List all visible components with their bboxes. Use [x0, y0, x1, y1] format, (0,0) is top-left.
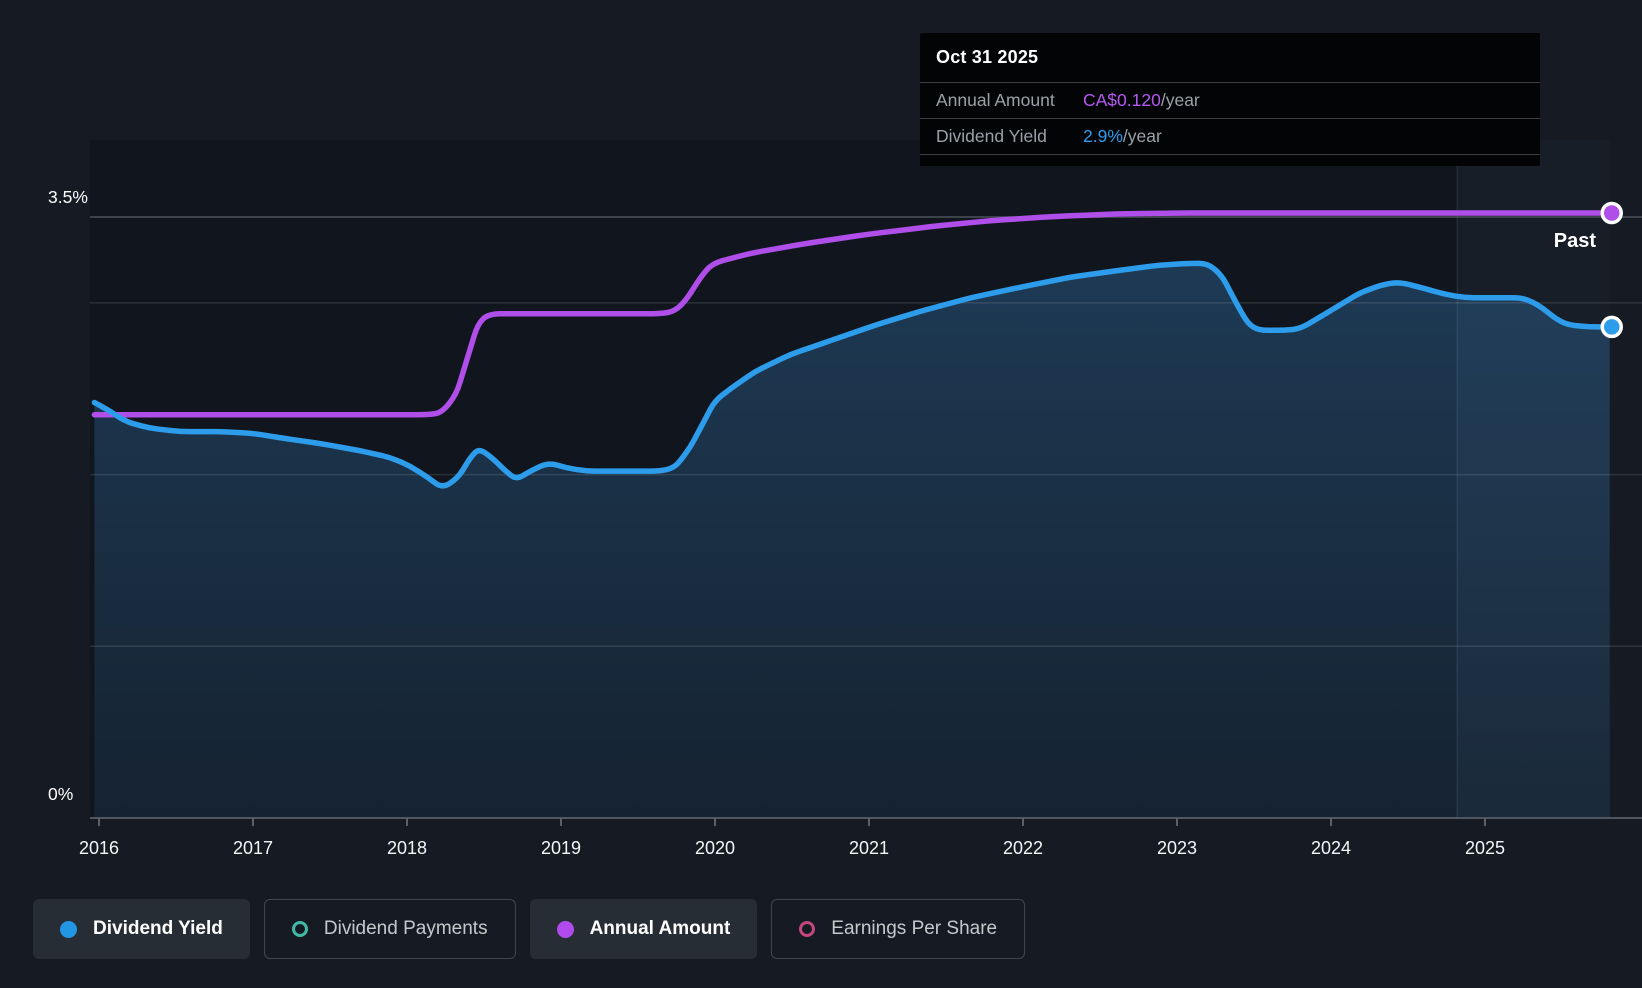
legend-button-annual-amount[interactable]: Annual Amount [529, 899, 758, 959]
y-axis-label-0%: 0% [48, 784, 73, 804]
legend-button-dividend-payments[interactable]: Dividend Payments [263, 899, 516, 959]
tooltip-row-dividend-yield: Dividend Yield 2.9%/year [920, 118, 1540, 155]
dividend-yield-line [91, 260, 1613, 489]
annual-amount-line [91, 210, 1613, 418]
dividend-yield-area-fill [94, 263, 1610, 818]
annual-amount-endpoint [1600, 201, 1623, 225]
tooltip-date: Oct 31 2025 [936, 47, 1039, 67]
x-tick-label-2023: 2023 [1157, 838, 1197, 858]
x-tick-label-2019: 2019 [541, 838, 581, 858]
tooltip-row-annual-amount: Annual Amount CA$0.120/year [920, 82, 1540, 118]
legend-label: Earnings Per Share [831, 918, 998, 939]
legend-label: Dividend Yield [93, 918, 223, 939]
annual-amount-dot-icon [556, 920, 574, 938]
x-tick-label-2016: 2016 [79, 838, 119, 858]
legend-button-dividend-yield[interactable]: Dividend Yield [33, 899, 250, 959]
tooltip-label: Annual Amount [936, 90, 1055, 110]
x-tick-label-2022: 2022 [1003, 838, 1043, 858]
x-tick-label-2024: 2024 [1311, 838, 1351, 858]
y-axis-label-3.5%: 3.5% [48, 187, 88, 207]
tooltip-value-dividend-yield: 2.9%/year [1083, 126, 1162, 146]
dividend-yield-endpoint [1600, 315, 1623, 339]
past-region-label: Past [1553, 230, 1596, 252]
x-tick-label-2025: 2025 [1465, 838, 1505, 858]
dividend-payments-ring-icon [291, 921, 308, 937]
x-tick-label-2018: 2018 [387, 838, 427, 858]
tooltip-label: Dividend Yield [936, 126, 1047, 146]
chart-tooltip: Oct 31 2025 Annual Amount CA$0.120/year … [920, 33, 1540, 166]
x-tick-label-2017: 2017 [233, 838, 273, 858]
x-tick-label-2021: 2021 [849, 838, 889, 858]
dividend-yield-dot-icon [60, 920, 77, 938]
legend-label: Annual Amount [589, 918, 731, 939]
x-tick-label-2020: 2020 [695, 838, 735, 858]
chart-legend: Dividend Yield Dividend Payments Annual … [33, 899, 1026, 959]
tooltip-value-annual-amount: CA$0.120/year [1083, 90, 1200, 110]
earnings-per-share-ring-icon [799, 921, 816, 937]
legend-label: Dividend Payments [323, 918, 488, 939]
legend-button-earnings-per-share[interactable]: Earnings Per Share [771, 899, 1026, 959]
